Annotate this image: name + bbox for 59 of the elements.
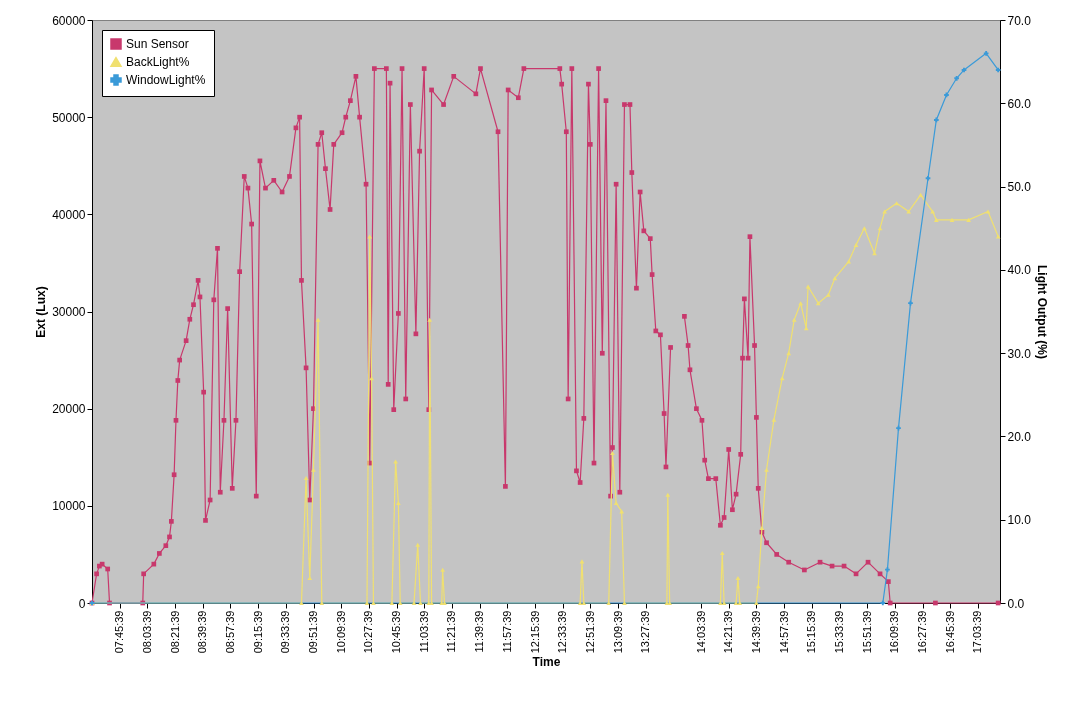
y2-tick-label: 30.0 — [1007, 346, 1032, 361]
x-axis-title: Time — [532, 655, 561, 670]
x-tick-label: 08:39:39 — [196, 610, 209, 654]
y-tick-label: 40000 — [52, 207, 86, 222]
y-tick-label: 60000 — [52, 13, 86, 28]
x-tick-label: 09:51:39 — [307, 610, 320, 654]
y-tick-label: 20000 — [52, 402, 86, 417]
x-tick-label: 16:45:39 — [943, 610, 956, 654]
x-tick-label: 08:03:39 — [140, 610, 153, 654]
x-tick-label: 12:33:39 — [556, 610, 569, 654]
y-axis-title: Ext (Lux) — [34, 286, 49, 338]
y-tick-label: 30000 — [52, 305, 86, 319]
x-tick-label: 09:15:39 — [251, 610, 264, 654]
x-tick-label: 12:51:39 — [583, 610, 596, 654]
x-tick-label: 14:57:39 — [777, 610, 790, 654]
x-tick-label: 08:57:39 — [223, 610, 236, 654]
point — [885, 567, 890, 573]
x-tick-label: 07:45:39 — [113, 610, 126, 654]
x-tick-label: 16:27:39 — [916, 610, 929, 654]
legend-label: BackLight% — [126, 55, 190, 69]
y2-tick-label: 20.0 — [1007, 429, 1032, 444]
x-tick-label: 17:03:39 — [971, 610, 984, 654]
x-tick-label: 13:27:39 — [639, 610, 652, 654]
y-tick-label: 0 — [78, 596, 86, 611]
x-tick-label: 14:21:39 — [722, 610, 735, 654]
y2-tick-label: 10.0 — [1007, 513, 1032, 528]
x-tick-label: 11:21:39 — [445, 610, 458, 653]
legend-label: WindowLight% — [126, 73, 206, 87]
y2-tick-label: 40.0 — [1007, 263, 1032, 278]
x-tick-label: 10:09:39 — [334, 610, 347, 654]
y2-tick-label: 50.0 — [1007, 180, 1032, 195]
y2-axis-title: Light Output (%) — [1034, 265, 1049, 359]
point — [880, 600, 886, 606]
y2-tick-label: 60.0 — [1007, 96, 1032, 111]
y2-tick-label: 0.0 — [1007, 596, 1025, 611]
y2-tick-label: 70.0 — [1007, 13, 1032, 28]
x-tick-label: 10:45:39 — [390, 610, 403, 654]
x-tick-label: 11:57:39 — [500, 610, 513, 653]
x-tick-label: 13:09:39 — [611, 610, 624, 654]
x-tick-label: 16:09:39 — [888, 610, 901, 654]
point — [933, 117, 939, 123]
x-tick-label: 11:03:39 — [417, 610, 430, 653]
x-tick-label: 12:15:39 — [528, 610, 541, 654]
point — [954, 75, 959, 81]
x-tick-label: 11:39:39 — [473, 610, 486, 653]
point — [908, 300, 913, 306]
x-tick-label: 15:15:39 — [805, 610, 818, 654]
x-tick-label: 08:21:39 — [168, 610, 181, 654]
legend-label: Sun Sensor — [126, 37, 189, 51]
x-tick-label: 15:51:39 — [860, 610, 873, 654]
x-tick-label: 14:39:39 — [749, 610, 762, 654]
point — [983, 50, 989, 56]
y-tick-label: 50000 — [52, 110, 86, 125]
y-tick-label: 10000 — [52, 499, 86, 514]
x-tick-label: 10:27:39 — [362, 610, 375, 654]
x-tick-label: 14:03:39 — [694, 610, 707, 654]
x-tick-label: 09:33:39 — [279, 610, 292, 654]
point — [925, 175, 931, 181]
x-tick-label: 15:33:39 — [833, 610, 846, 654]
